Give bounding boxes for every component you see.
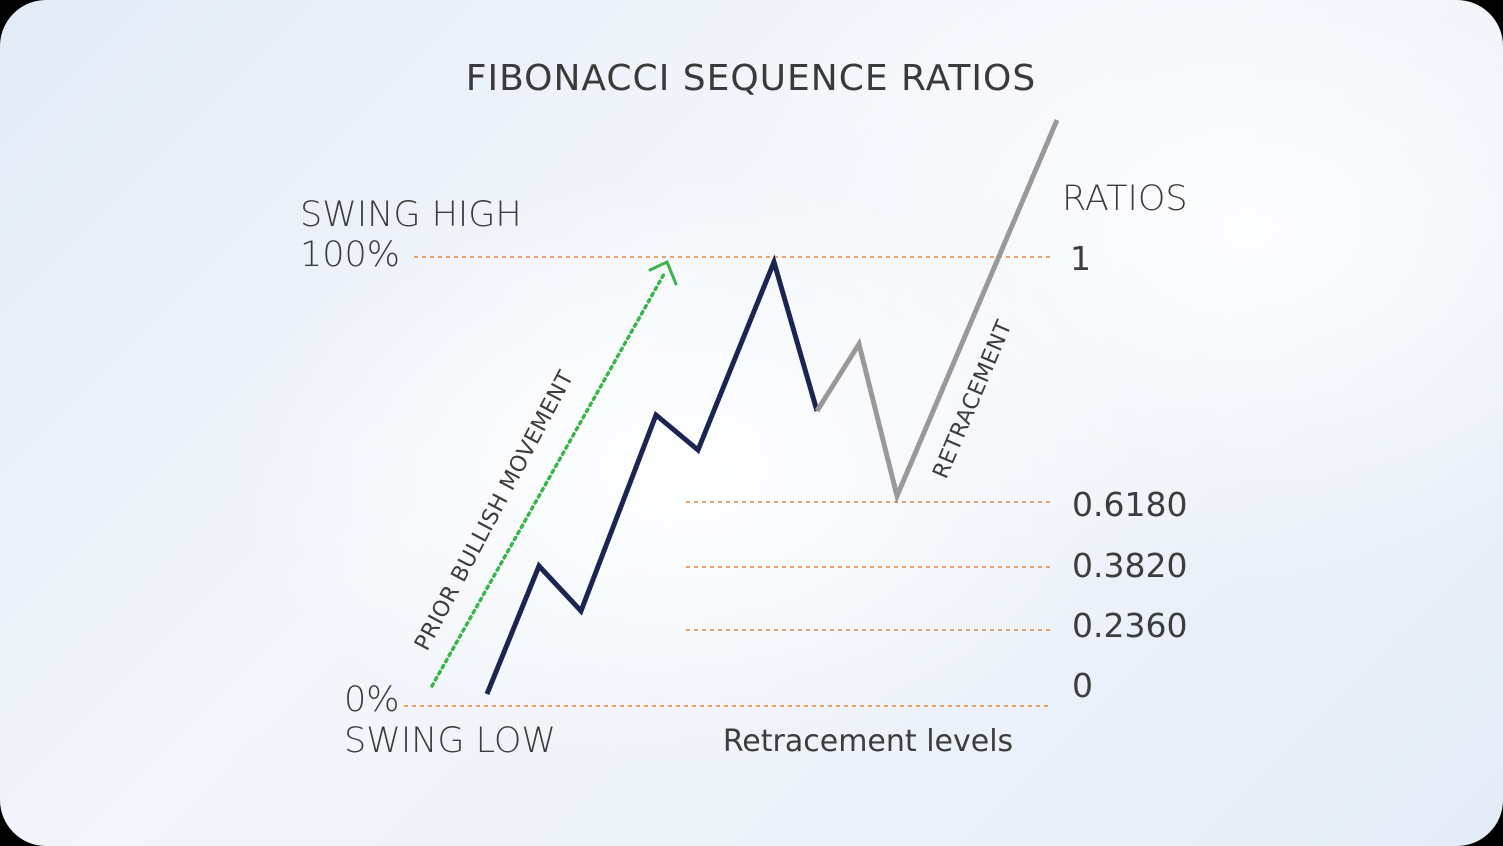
diagram-title: FIBONACCI SEQUENCE RATIOS <box>466 58 1036 99</box>
retracement-price-line <box>814 119 1060 504</box>
prior-movement-arrowhead <box>648 259 678 286</box>
prior-movement-arrow <box>430 272 666 688</box>
ratio-value-0382: 0.3820 <box>1072 546 1187 585</box>
swing-high-label: SWING HIGH <box>300 195 522 235</box>
ratio-value-0: 0 <box>1072 666 1093 705</box>
ratio-value-1: 1 <box>1070 239 1091 278</box>
ratio-value-0618: 0.6180 <box>1072 485 1187 524</box>
swing-high-percent: 100% <box>300 235 400 275</box>
swing-low-percent: 0% <box>344 680 400 720</box>
retracement-rotated-label: RETRACEMENT <box>929 317 1018 483</box>
ratio-value-0236: 0.2360 <box>1072 606 1187 645</box>
prior-movement-label: PRIOR BULLISH MOVEMENT <box>410 367 579 655</box>
retracement-levels-caption: Retracement levels <box>723 724 1013 759</box>
bullish-price-line <box>484 254 820 695</box>
ratios-header: RATIOS <box>1062 179 1188 219</box>
swing-low-label: SWING LOW <box>344 721 556 761</box>
